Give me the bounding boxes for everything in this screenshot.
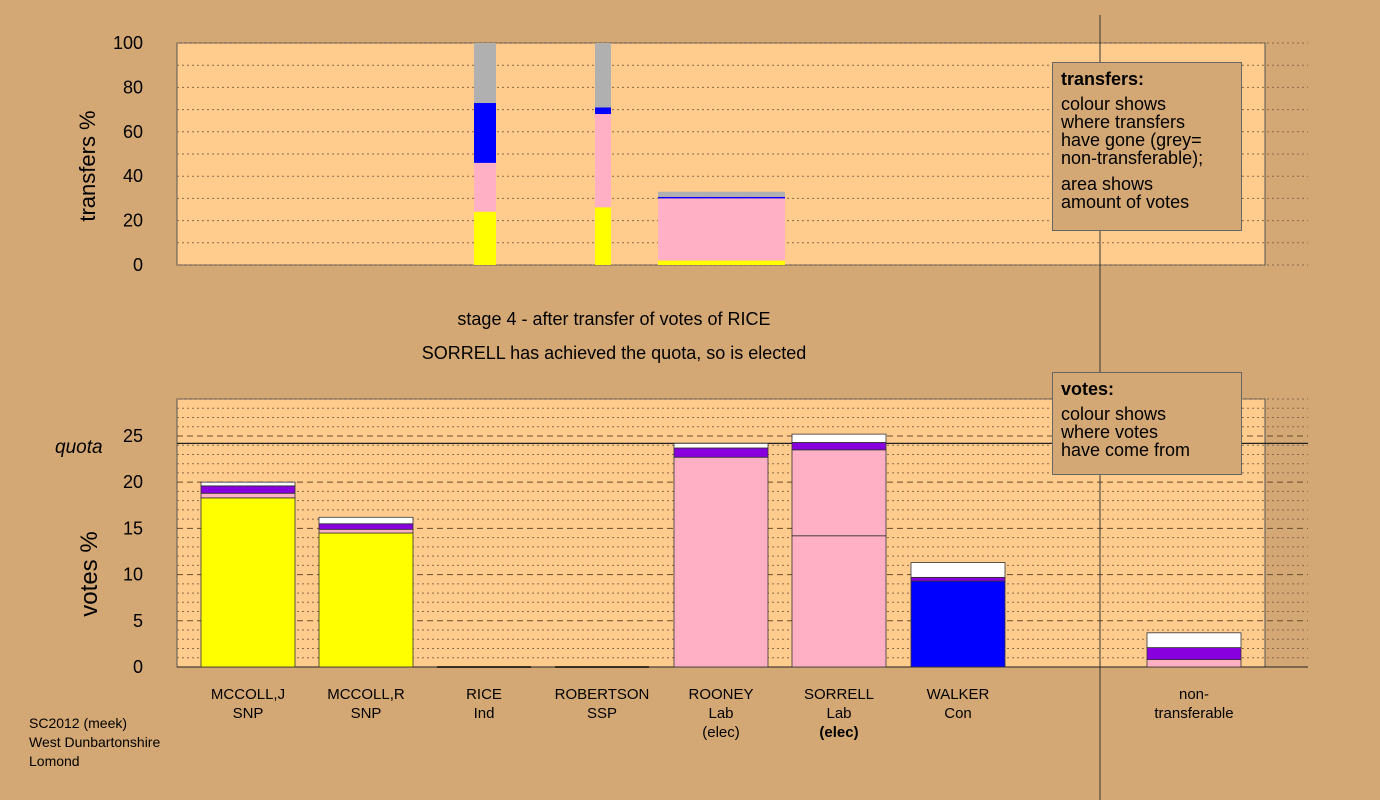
transfer-segment xyxy=(595,207,611,265)
vote-segment xyxy=(318,516,414,525)
vote-segment xyxy=(791,433,887,443)
y-tick-label: 20 xyxy=(123,211,143,231)
votes-y-axis-label: votes % xyxy=(76,531,103,616)
votes-legend-line: where votes xyxy=(1061,422,1159,442)
y-tick-label: 0 xyxy=(133,255,143,275)
transfers-legend-line: colour shows xyxy=(1061,94,1167,114)
transfer-segment xyxy=(658,260,785,265)
category-label: RICE xyxy=(466,686,502,703)
y-tick-label: 60 xyxy=(123,122,143,142)
y-tick-label: 20 xyxy=(123,472,143,492)
category-label: SNP xyxy=(351,705,382,722)
category-label: WALKER xyxy=(927,686,990,703)
votes-legend-line: colour shows xyxy=(1061,404,1167,424)
footer-ward: Lomond xyxy=(29,753,80,769)
vote-segment xyxy=(200,497,296,668)
vote-segment xyxy=(200,481,296,487)
transfer-segment xyxy=(595,114,611,208)
transfers-legend-title: transfers: xyxy=(1061,69,1145,89)
y-tick-label: 0 xyxy=(133,657,143,677)
y-tick-label: 25 xyxy=(123,426,143,446)
category-label: ROONEY xyxy=(688,686,753,703)
transfers-legend-line: where transfers xyxy=(1061,112,1186,132)
transfer-segment xyxy=(474,162,496,212)
category-label: Con xyxy=(944,705,972,722)
category-label: (elec) xyxy=(819,724,858,741)
vote-segment xyxy=(910,576,1006,582)
votes-legend: votes: colour shows where votes have com… xyxy=(1052,372,1242,475)
transfers-y-axis-label: transfers % xyxy=(75,110,100,221)
vote-segment xyxy=(910,562,1006,578)
transfers-legend-line: area shows xyxy=(1061,174,1154,194)
category-label: SSP xyxy=(587,705,617,722)
votes-legend-title: votes: xyxy=(1061,379,1115,399)
quota-label: quota xyxy=(55,437,103,458)
category-label: SNP xyxy=(233,705,264,722)
y-tick-label: 40 xyxy=(123,166,143,186)
category-label: ROBERTSON xyxy=(555,686,650,703)
transfers-legend-line: amount of votes xyxy=(1061,192,1190,212)
vote-segment xyxy=(200,485,296,494)
transfer-segment xyxy=(595,107,611,115)
y-tick-label: 5 xyxy=(133,611,143,631)
vote-segment xyxy=(1146,647,1242,661)
vote-segment xyxy=(318,523,414,530)
election-status: SORRELL has achieved the quota, so is el… xyxy=(422,343,807,363)
vote-segment xyxy=(673,447,769,458)
vote-segment xyxy=(200,492,296,499)
transfers-legend-line: have gone (grey= xyxy=(1061,130,1202,150)
category-label: non- xyxy=(1179,686,1209,703)
vote-segment xyxy=(673,442,769,449)
transfer-segment xyxy=(474,102,496,163)
category-label: transferable xyxy=(1154,705,1233,722)
vote-segment xyxy=(318,528,414,534)
y-tick-label: 10 xyxy=(123,565,143,585)
category-label: MCCOLL,R xyxy=(327,686,405,703)
vote-segment xyxy=(910,580,1006,668)
stage-description: stage 4 - after transfer of votes of RIC… xyxy=(457,309,770,329)
transfer-segment xyxy=(595,43,611,108)
category-label: Ind xyxy=(474,705,495,722)
y-tick-label: 80 xyxy=(123,77,143,97)
vote-segment xyxy=(1146,659,1242,668)
y-tick-label: 15 xyxy=(123,518,143,538)
footer-source: SC2012 (meek) xyxy=(29,715,128,731)
y-tick-label: 100 xyxy=(113,33,143,53)
category-label: Lab xyxy=(708,705,733,722)
category-label: MCCOLL,J xyxy=(211,686,285,703)
category-label: Lab xyxy=(826,705,851,722)
vote-segment xyxy=(791,535,887,668)
footer-info: SC2012 (meek) West Dunbartonshire Lomond xyxy=(29,714,160,771)
votes-legend-line: have come from xyxy=(1061,440,1191,460)
category-label: SORRELL xyxy=(804,686,874,703)
transfers-legend: transfers: colour shows where transfers … xyxy=(1052,62,1242,231)
footer-council: West Dunbartonshire xyxy=(29,734,161,750)
category-label: (elec) xyxy=(702,724,740,741)
transfer-segment xyxy=(658,196,785,199)
transfer-segment xyxy=(658,198,785,261)
transfer-segment xyxy=(474,211,496,265)
transfers-legend-line: non-transferable); xyxy=(1061,148,1204,168)
vote-segment xyxy=(318,532,414,668)
vote-segment xyxy=(791,442,887,451)
transfer-segment xyxy=(474,43,496,103)
vote-segment xyxy=(1146,632,1242,648)
transfer-segment xyxy=(658,191,785,197)
vote-segment xyxy=(791,449,887,537)
vote-segment xyxy=(673,456,769,668)
